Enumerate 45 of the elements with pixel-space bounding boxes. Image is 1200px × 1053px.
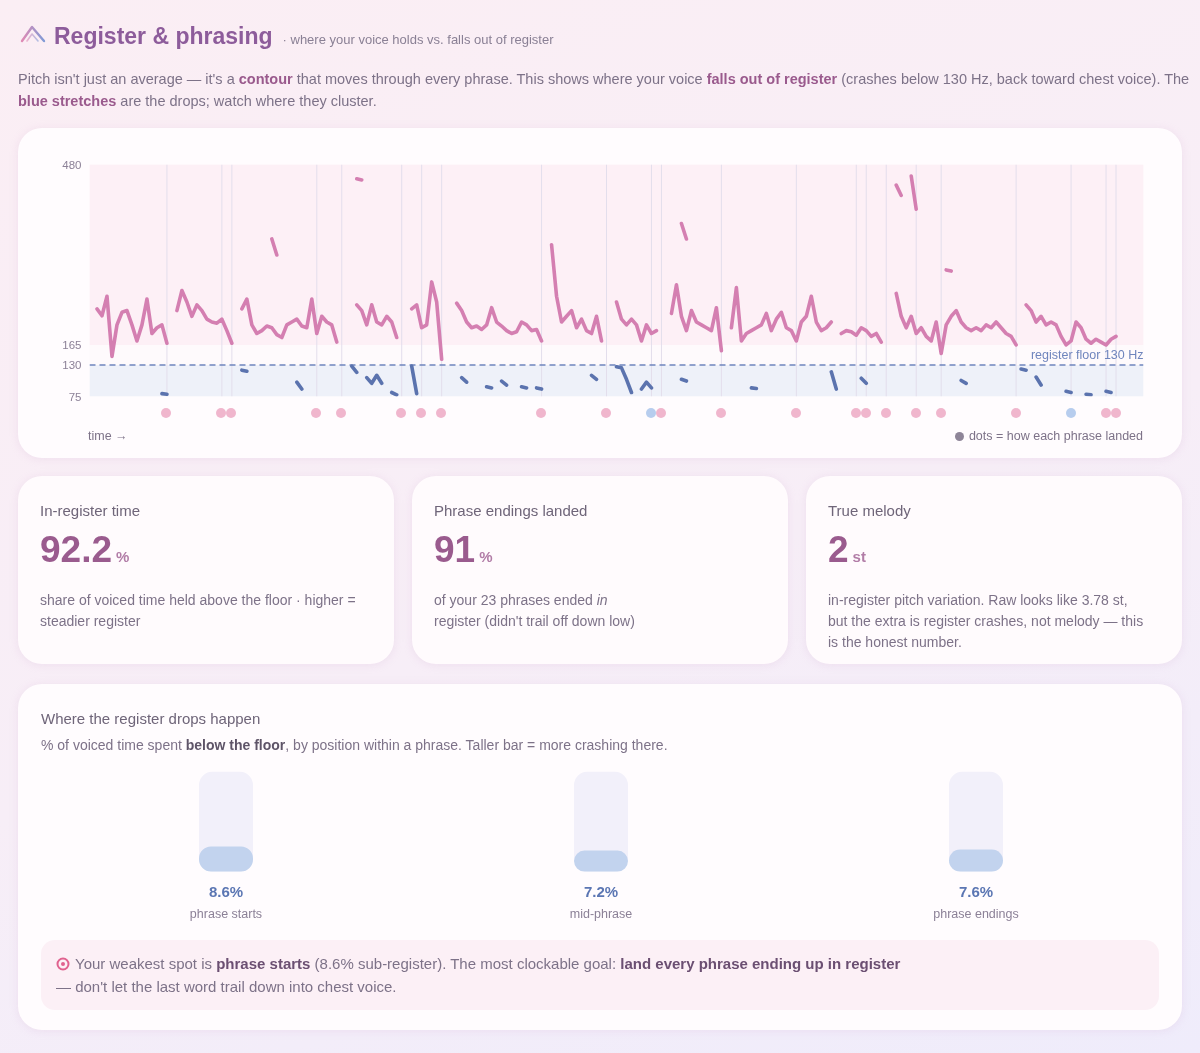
y-tick-label: 130 [62, 358, 82, 371]
text: that moves through every phrase. This shows where your voice [295, 71, 704, 87]
text: True melody [828, 502, 912, 520]
y-tick-label: 75 [68, 390, 82, 403]
text: 92.2 [40, 529, 113, 570]
ref-line-label: register floor 130 Hz [1030, 347, 1144, 362]
chart-subtitle: · where your voice holds vs. falls out of register [282, 32, 554, 47]
text: falls out of register [706, 71, 838, 87]
text: Your weakest spot is [75, 955, 214, 972]
text: Pitch isn't just an average — it's a [18, 71, 236, 87]
text: 2 [828, 529, 849, 570]
text: dots = how each phrase landed [967, 429, 1143, 443]
text: Phrase endings landed [434, 502, 589, 520]
data-label: 7.2% [583, 883, 619, 900]
text: below the floor [185, 737, 286, 753]
text: — don't let the last word trail down into chest voice. [56, 978, 397, 995]
y-tick-label: 165 [62, 338, 82, 351]
text: (8.6% sub-register). The most clockable goal: [313, 955, 618, 972]
text: In-register time [40, 502, 142, 520]
x-tick-label: phrase starts [189, 906, 263, 921]
text: % [479, 548, 493, 565]
data-label: 7.6% [958, 883, 994, 900]
text: , by position within a phrase. Taller bar = more crashing there. [285, 737, 668, 753]
text: (crashes below 130 Hz, back toward chest voice). The [840, 71, 1190, 87]
text: blue stretches [18, 93, 117, 109]
y-tick-label: 480 [62, 158, 82, 171]
text: st [852, 548, 866, 565]
text: 91 [434, 529, 476, 570]
chart-title: Register & phrasing [54, 23, 273, 49]
data-label: 8.6% [208, 883, 244, 900]
text: contour [238, 71, 293, 87]
text: in-register pitch variation. Raw looks like 3.78 st, but the extra is register crashes, not melody — this is the honest number. [828, 592, 1144, 650]
text: register (didn't trail off down low) [434, 613, 635, 629]
text: phrase starts [216, 955, 311, 972]
text: in [596, 592, 608, 608]
text: % [116, 548, 130, 565]
text: of your 23 phrases ended [434, 592, 594, 608]
chart-title: Where the register drops happen [41, 710, 262, 728]
text: % of voiced time spent [41, 737, 183, 753]
x-tick-label: phrase endings [933, 906, 1019, 921]
text: are the drops; watch where they cluster. [119, 93, 377, 109]
x-tick-label: mid-phrase [569, 906, 633, 921]
text: share of voiced time held above the floor · higher = steadier register [40, 592, 356, 629]
text: time → [88, 429, 128, 443]
text: land every phrase ending up in register [620, 955, 901, 972]
